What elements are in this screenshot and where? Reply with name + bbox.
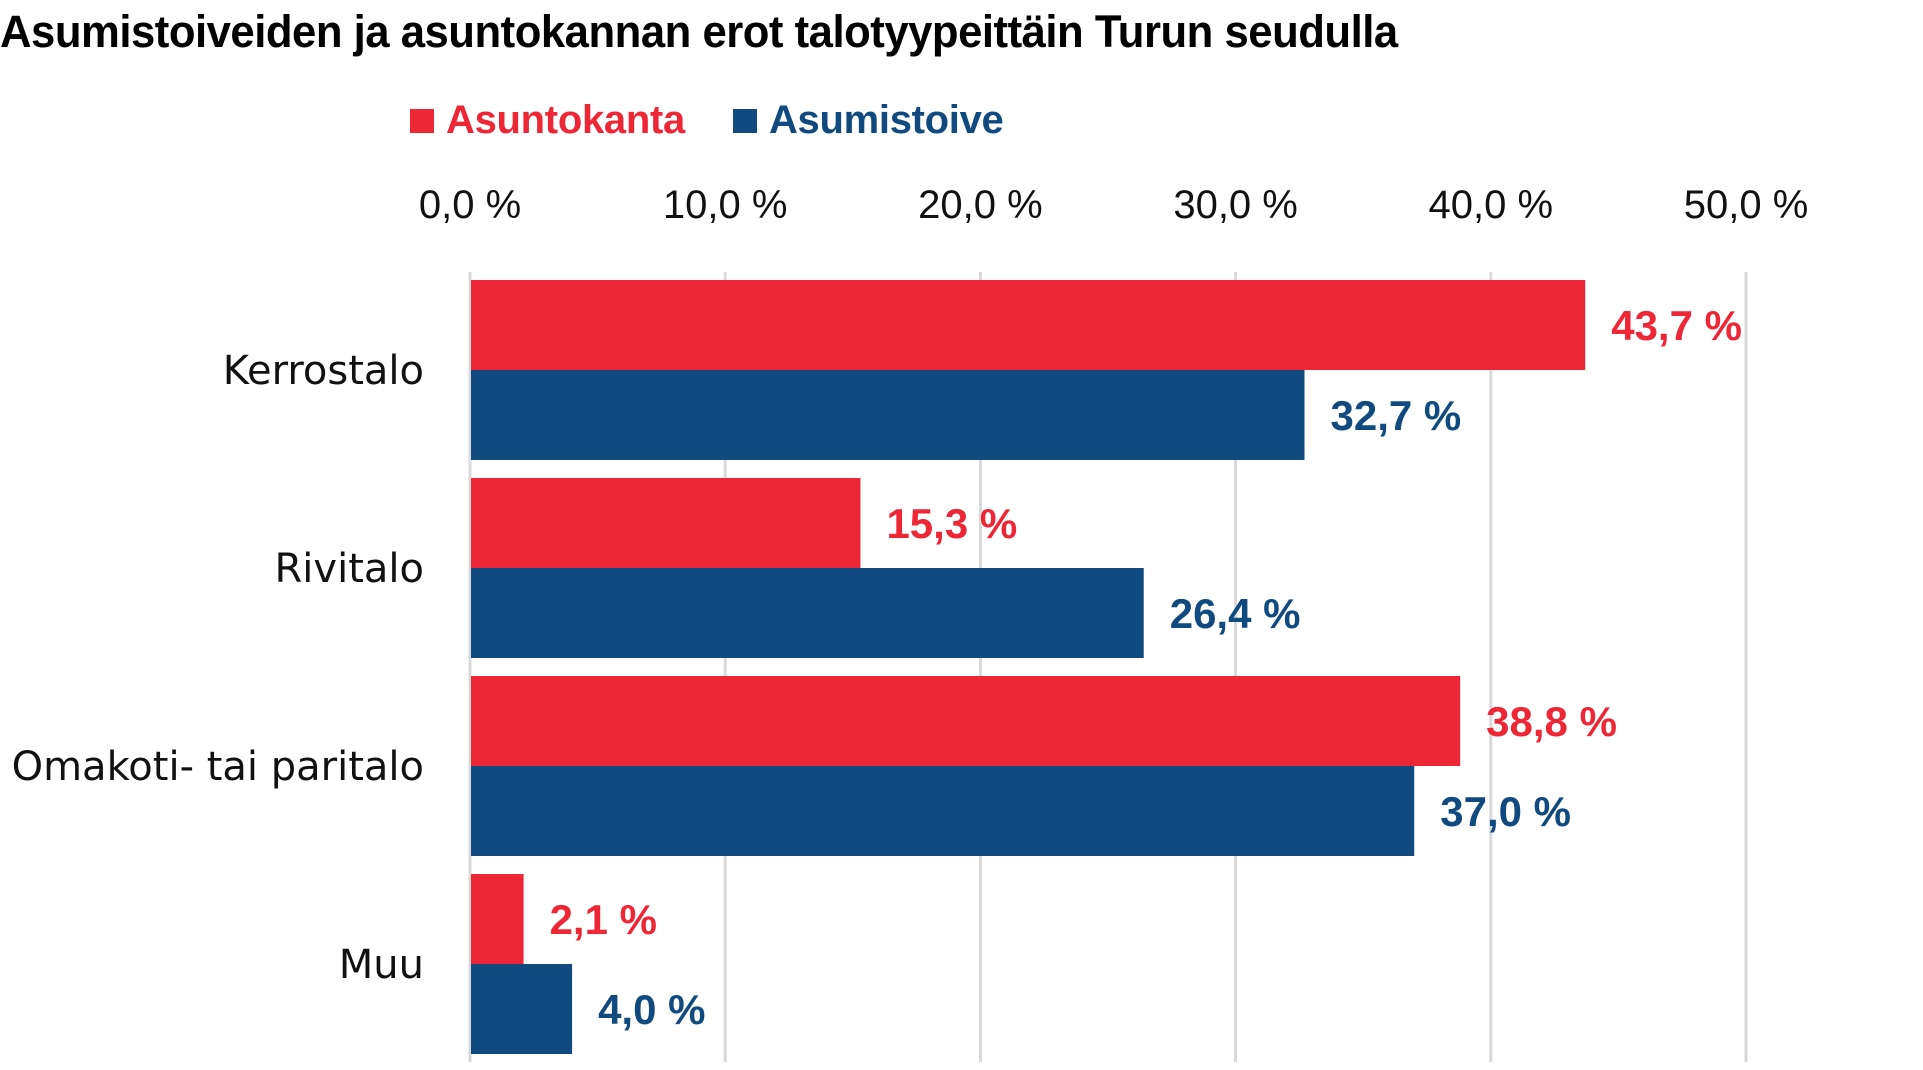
- x-tick-label: 20,0 %: [918, 183, 1043, 227]
- legend-swatch-asuntokanta: [410, 108, 434, 133]
- data-label-asuntokanta: 15,3 %: [886, 500, 1017, 547]
- bar-asuntokanta: [471, 478, 861, 568]
- bar-asuntokanta: [471, 280, 1586, 370]
- data-label-asumistoive: 37,0 %: [1440, 788, 1571, 835]
- category-label: Omakoti- tai paritalo: [12, 744, 424, 790]
- bar-asuntokanta: [471, 676, 1461, 766]
- category-label: Rivitalo: [275, 546, 424, 592]
- legend: Asuntokanta Asumistoive: [410, 98, 1052, 143]
- data-label-asumistoive: 4,0 %: [598, 986, 705, 1033]
- legend-label-asumistoive: Asumistoive: [768, 98, 1004, 142]
- x-tick-label: 50,0 %: [1684, 183, 1809, 227]
- legend-swatch-asumistoive: [732, 108, 757, 133]
- x-tick-label: 0,0 %: [419, 183, 521, 227]
- bars: [471, 280, 1586, 1054]
- legend-label-asuntokanta: Asuntokanta: [446, 98, 685, 142]
- data-label-asuntokanta: 43,7 %: [1611, 302, 1742, 349]
- data-label-asuntokanta: 2,1 %: [550, 896, 657, 943]
- chart-title: Asumistoiveiden ja asuntokannan erot tal…: [0, 6, 1398, 57]
- bar-asumistoive: [471, 370, 1305, 460]
- category-label: Kerrostalo: [223, 348, 424, 394]
- category-labels: Kerrostalo Rivitalo Omakoti- tai paritalo M…: [12, 348, 424, 988]
- x-axis-tick-labels: 0,0 % 10,0 % 20,0 % 30,0 % 40,0 % 50,0 %: [419, 183, 1808, 227]
- bar-asumistoive: [471, 964, 573, 1054]
- data-labels: 43,7 % 32,7 % 15,3 % 26,4 % 38,8 % 37,0 % 2,1 …: [550, 302, 1742, 1033]
- legend-item-asumistoive: Asumistoive: [732, 98, 1004, 143]
- bar-asumistoive: [471, 568, 1144, 658]
- bar-asuntokanta: [471, 874, 524, 964]
- legend-item-asuntokanta: Asuntokanta: [410, 98, 685, 143]
- category-label: Muu: [339, 942, 424, 988]
- x-tick-label: 10,0 %: [663, 183, 788, 227]
- x-tick-label: 30,0 %: [1173, 183, 1298, 227]
- bar-asumistoive: [471, 766, 1415, 856]
- data-label-asuntokanta: 38,8 %: [1486, 698, 1617, 745]
- data-label-asumistoive: 32,7 %: [1331, 392, 1462, 439]
- x-tick-label: 40,0 %: [1429, 183, 1554, 227]
- data-label-asumistoive: 26,4 %: [1170, 590, 1301, 637]
